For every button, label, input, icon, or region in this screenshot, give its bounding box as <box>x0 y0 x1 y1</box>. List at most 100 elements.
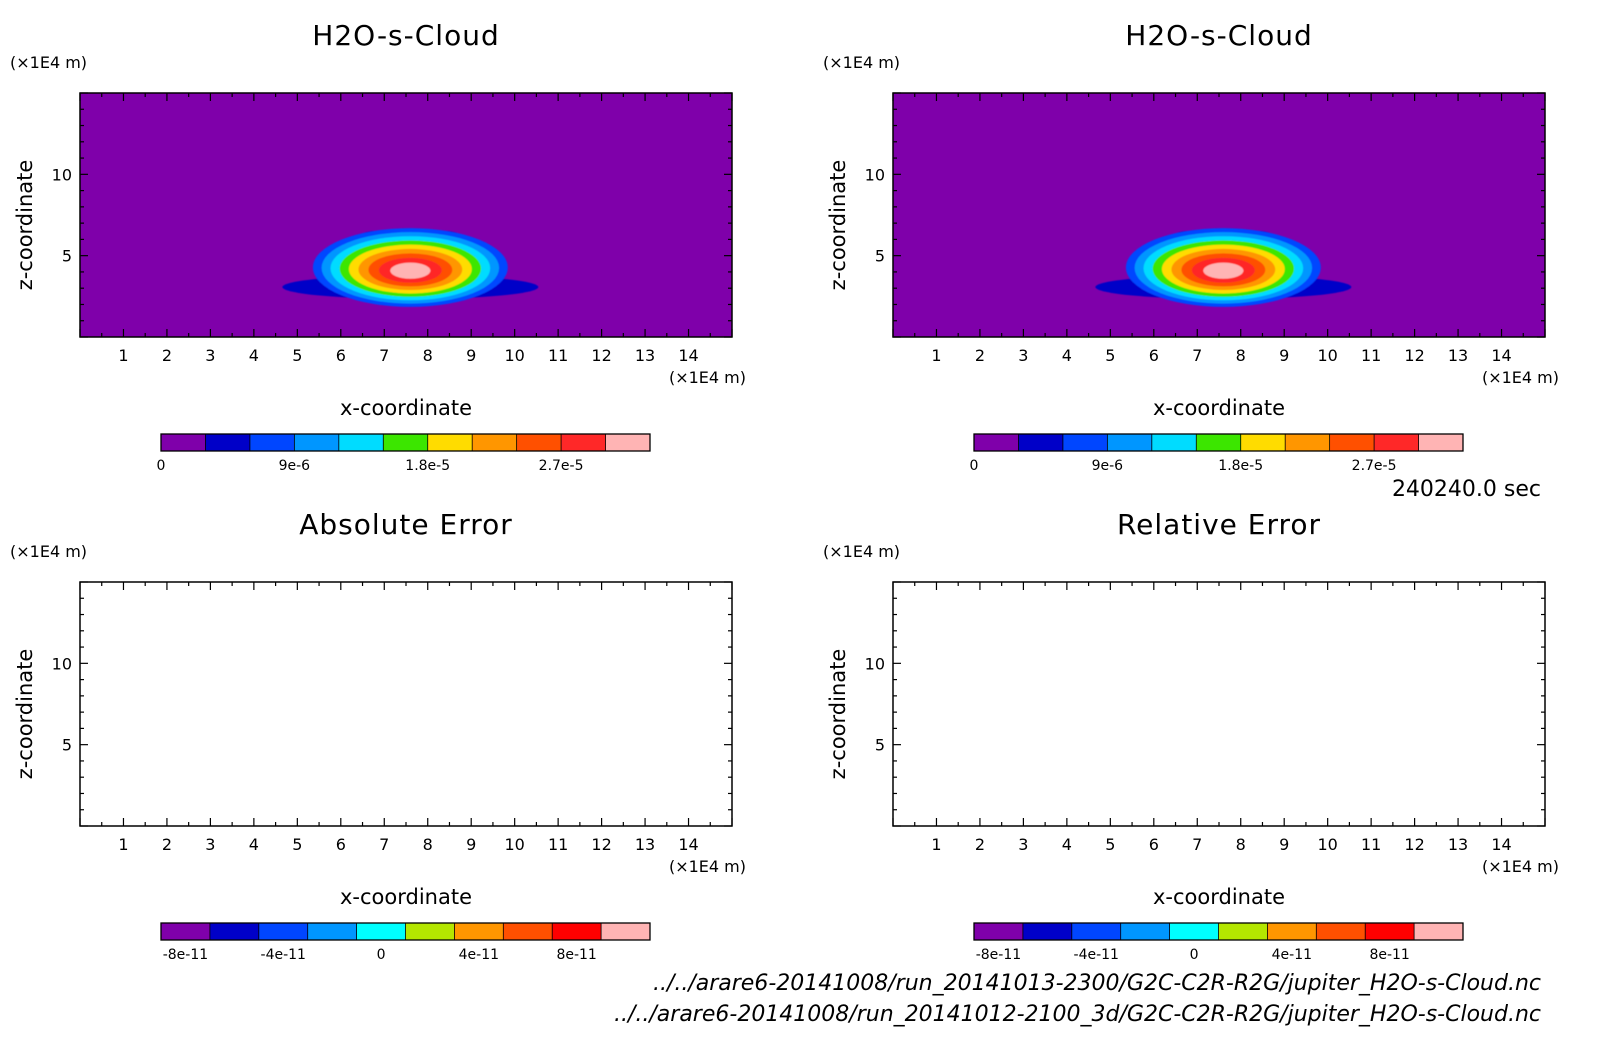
colorbar-tick-label: 9e-6 <box>1092 458 1124 474</box>
x-tick-label: 6 <box>1149 835 1159 854</box>
x-tick-label: 3 <box>205 835 215 854</box>
colorbar-tick-label: -8e-11 <box>976 947 1021 963</box>
x-tick-label: 11 <box>1361 346 1381 365</box>
colorbar-swatch <box>1285 434 1331 451</box>
x-unit-label: (×1E4 m) <box>669 368 746 387</box>
colorbar-swatch <box>1267 923 1317 940</box>
colorbar-swatch <box>516 434 562 451</box>
x-tick-label: 7 <box>379 835 389 854</box>
x-tick-label: 8 <box>423 835 433 854</box>
y-tick-label: 10 <box>52 165 72 184</box>
colorbar-tick-label: 2.7e-5 <box>1352 458 1397 474</box>
panel-4: Relative Error(×1E4 m)1 2 3 4 5 6 7 8 9 10 11 12 13 1… <box>823 508 1559 963</box>
x-tick-label: 4 <box>1062 346 1072 365</box>
x-tick-label: 10 <box>504 346 524 365</box>
x-tick-label: 6 <box>1149 346 1159 365</box>
colorbar-swatch <box>1151 434 1197 451</box>
panel-title: Absolute Error <box>299 508 513 541</box>
y-tick-label: 5 <box>62 736 72 755</box>
colorbar-swatch <box>561 434 607 451</box>
colorbar-swatch <box>427 434 473 451</box>
colorbar-swatch <box>338 434 384 451</box>
colorbar-tick-label: 8e-11 <box>556 947 596 963</box>
y-axis-label: z-coordinate <box>13 649 37 780</box>
x-tick-label: 3 <box>1018 346 1028 365</box>
colorbar-swatch <box>472 434 518 451</box>
x-tick-label: 14 <box>1491 346 1511 365</box>
panel-3: Absolute Error(×1E4 m)1 2 3 4 5 6 7 8 9 10 11 12 13 1… <box>10 508 746 963</box>
x-tick-label: 3 <box>1018 835 1028 854</box>
time-label: 240240.0 sec <box>1392 477 1541 502</box>
colorbar-tick-label: -8e-11 <box>163 947 208 963</box>
colorbar-swatch <box>454 923 504 940</box>
y-tick-label: 5 <box>62 247 72 266</box>
colorbar-swatch <box>205 434 251 451</box>
colorbar-swatch <box>601 923 651 940</box>
x-tick-label: 5 <box>1105 346 1115 365</box>
x-tick-label: 9 <box>466 835 476 854</box>
x-tick-label: 1 <box>931 346 941 365</box>
x-tick-label: 11 <box>1361 835 1381 854</box>
x-tick-label: 13 <box>635 346 655 365</box>
x-tick-label: 5 <box>292 835 302 854</box>
y-unit-label: (×1E4 m) <box>823 53 900 72</box>
colorbar-swatch <box>1018 434 1064 451</box>
colorbar-swatch <box>1374 434 1420 451</box>
colorbar-tick-label: 0 <box>970 458 979 474</box>
x-unit-label: (×1E4 m) <box>1482 368 1559 387</box>
colorbar-swatch <box>1196 434 1242 451</box>
colorbar-swatch <box>1218 923 1268 940</box>
x-tick-label: 11 <box>548 346 568 365</box>
y-tick-label: 5 <box>875 736 885 755</box>
colorbar-swatch <box>1414 923 1464 940</box>
colorbar-tick-label: 1.8e-5 <box>1218 458 1263 474</box>
colorbar-swatch <box>605 434 651 451</box>
x-tick-label: 10 <box>1317 346 1337 365</box>
x-tick-label: 12 <box>591 346 611 365</box>
colorbar-swatch <box>1365 923 1415 940</box>
x-axis-label: x-coordinate <box>1153 885 1285 909</box>
colorbar-tick-label: -4e-11 <box>261 947 306 963</box>
panel-1: H2O-s-Cloud(×1E4 m)1 2 3 4 5 6 7 8 9 10 11 12 13 1451… <box>10 19 746 474</box>
y-tick-label: 5 <box>875 247 885 266</box>
contour-band-10 <box>1203 262 1244 279</box>
x-tick-label: 10 <box>1317 835 1337 854</box>
colorbar-swatch <box>383 434 429 451</box>
colorbar-tick-label: 4e-11 <box>1272 947 1312 963</box>
x-unit-label: (×1E4 m) <box>669 857 746 876</box>
colorbar-swatch <box>1071 923 1122 940</box>
x-tick-label: 1 <box>118 835 128 854</box>
x-tick-label: 2 <box>975 346 985 365</box>
x-tick-label: 12 <box>1404 346 1424 365</box>
colorbar-swatch <box>294 434 340 451</box>
x-tick-label: 13 <box>635 835 655 854</box>
colorbar-swatch <box>1107 434 1153 451</box>
colorbar-tick-label: 0 <box>377 947 386 963</box>
colorbar-swatch <box>161 434 206 451</box>
colorbar-swatch <box>356 923 406 940</box>
x-tick-label: 4 <box>249 835 259 854</box>
x-tick-label: 2 <box>975 835 985 854</box>
plot-frame <box>892 581 1546 827</box>
colorbar: 0 9e-6 1.8e-5 2.7e-5 <box>157 433 651 474</box>
file-path-1: ../../arare6-20141008/run_20141013-2300/… <box>653 971 1541 996</box>
x-tick-label: 9 <box>1279 835 1289 854</box>
x-unit-label: (×1E4 m) <box>1482 857 1559 876</box>
colorbar-swatch <box>974 923 1024 940</box>
x-tick-label: 5 <box>1105 835 1115 854</box>
y-axis-label: z-coordinate <box>13 160 37 291</box>
colorbar-tick-label: 4e-11 <box>459 947 499 963</box>
y-unit-label: (×1E4 m) <box>823 542 900 561</box>
x-tick-label: 14 <box>1491 835 1511 854</box>
colorbar-swatch <box>1062 434 1108 451</box>
x-tick-label: 1 <box>118 346 128 365</box>
colorbar: -8e-11 -4e-11 0 4e-11 8e-11 <box>973 922 1464 963</box>
colorbar-tick-label: 1.8e-5 <box>405 458 450 474</box>
x-tick-label: 13 <box>1448 346 1468 365</box>
x-tick-label: 12 <box>1404 835 1424 854</box>
x-tick-label: 2 <box>162 835 172 854</box>
panel-title: H2O-s-Cloud <box>312 19 499 52</box>
colorbar-swatch <box>1169 923 1219 940</box>
x-tick-label: 10 <box>504 835 524 854</box>
x-tick-label: 3 <box>205 346 215 365</box>
